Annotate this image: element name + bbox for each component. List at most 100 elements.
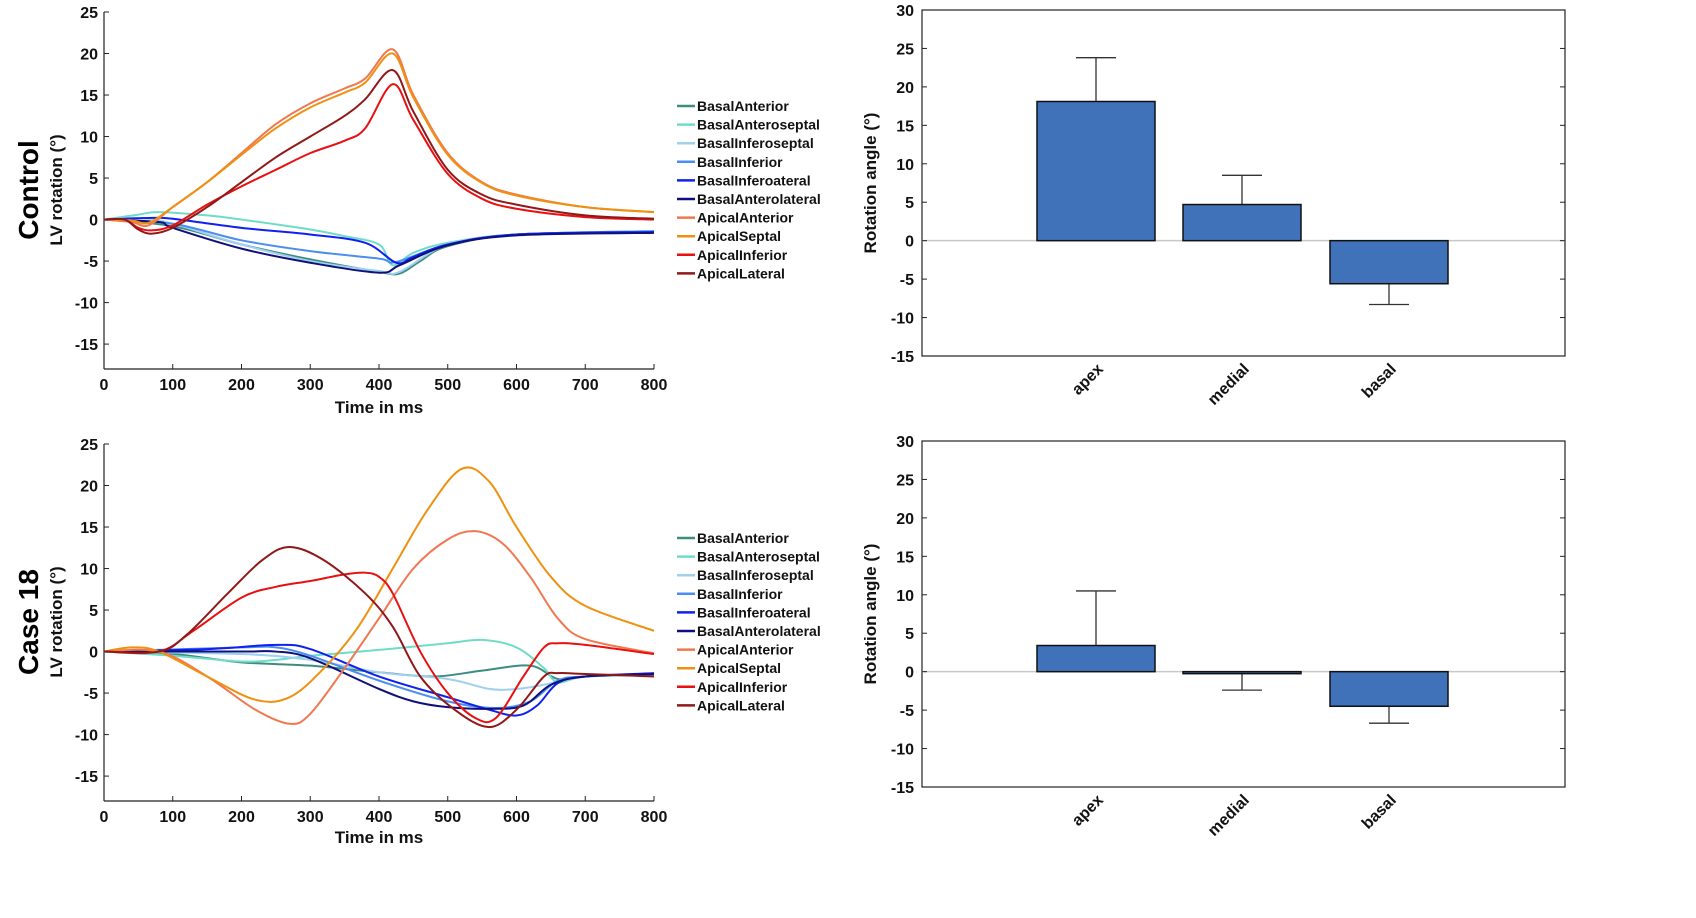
bar-chart: -15 -10 -5 0 5 10 15 20 25 30 Rotation angle (°) ap… xyxy=(861,434,1566,840)
y-tick-label: -10 xyxy=(891,742,914,759)
y-tick-label: -15 xyxy=(75,769,98,786)
y-tick-label: -10 xyxy=(891,311,914,328)
series-line-basalinferior xyxy=(103,645,655,710)
legend-label: BasalInferoseptal xyxy=(697,567,814,583)
y-tick-label: 30 xyxy=(896,434,914,451)
y-tick-label: 30 xyxy=(896,3,914,20)
line-chart-case-18: -15 -10 -5 0 5 10 15 20 25 0 100 200 300 400 500 600 700… xyxy=(13,437,821,847)
legend-label: ApicalAnterior xyxy=(697,642,794,658)
y-axis-label: LV rotation (°) xyxy=(47,134,66,245)
x-tick-label: 800 xyxy=(641,377,668,394)
plot-frame xyxy=(921,9,1566,357)
y-tick-label: -5 xyxy=(84,686,98,703)
legend-label: BasalAnterior xyxy=(697,530,789,546)
legend-label: ApicalLateral xyxy=(697,697,785,713)
series-line-apicalseptal xyxy=(103,52,655,225)
y-tick-label: 5 xyxy=(89,603,98,620)
y-tick-label: 20 xyxy=(896,511,914,528)
y-axis-label: Rotation angle (°) xyxy=(861,113,880,254)
y-tick-label: -15 xyxy=(891,780,914,797)
y-tick-label: 25 xyxy=(80,5,98,22)
x-tick-label: 600 xyxy=(503,377,530,394)
x-tick-label: 500 xyxy=(434,809,461,826)
series-line-apicallateral xyxy=(103,545,655,729)
legend-label: BasalInferoateral xyxy=(697,172,811,188)
x-tick-label: 400 xyxy=(366,809,393,826)
y-tick-label: -5 xyxy=(900,703,914,720)
series-line-apicalanterior xyxy=(103,48,655,228)
bar-medial xyxy=(1182,670,1302,675)
y-tick-label: 0 xyxy=(905,234,914,251)
x-tick-label: 0 xyxy=(100,377,109,394)
legend-label: BasalInferoseptal xyxy=(697,135,814,151)
x-tick-label: 700 xyxy=(572,809,599,826)
y-tick-label: 25 xyxy=(896,41,914,58)
y-tick-label: 10 xyxy=(896,588,914,605)
x-tick-label: 0 xyxy=(100,809,109,826)
legend-label: BasalAnterolateral xyxy=(697,623,821,639)
legend-label: ApicalSeptal xyxy=(697,660,781,676)
y-tick-label: 15 xyxy=(896,549,914,566)
bar-basal xyxy=(1329,670,1449,708)
x-tick-label: 800 xyxy=(641,809,668,826)
panel-label: Case 18 xyxy=(13,569,44,675)
y-tick-label: -10 xyxy=(75,728,98,745)
bar-chart: -15 -10 -5 0 5 10 15 20 25 30 Rotation angle (°) ap… xyxy=(861,3,1566,409)
y-tick-label: 20 xyxy=(896,80,914,97)
panel-label: Control xyxy=(13,140,44,240)
x-tick-label: medial xyxy=(1205,361,1253,409)
bar-basal xyxy=(1329,239,1449,285)
legend-label: ApicalInferior xyxy=(697,247,788,263)
y-tick-label: 5 xyxy=(905,626,914,643)
y-tick-label: -5 xyxy=(900,272,914,289)
x-tick-label: apex xyxy=(1069,792,1107,830)
legend-label: BasalAnterior xyxy=(697,98,789,114)
x-tick-label: basal xyxy=(1359,792,1400,833)
x-axis-label: Time in ms xyxy=(335,398,424,417)
x-tick-label: medial xyxy=(1205,792,1253,840)
line-chart-control: -15 -10 -5 0 5 10 15 20 25 0 100 200 300 400 500 600 700… xyxy=(13,5,821,417)
y-tick-label: 20 xyxy=(80,47,98,64)
x-tick-label: 700 xyxy=(572,377,599,394)
legend-label: BasalAnterolateral xyxy=(697,191,821,207)
legend-label: ApicalLateral xyxy=(697,265,785,281)
y-tick-label: 5 xyxy=(89,171,98,188)
y-tick-label: -5 xyxy=(84,254,98,271)
y-tick-label: 25 xyxy=(80,437,98,454)
x-tick-label: apex xyxy=(1069,361,1107,399)
x-tick-label: 300 xyxy=(297,809,324,826)
x-tick-label: 600 xyxy=(503,809,530,826)
y-tick-label: 0 xyxy=(89,213,98,230)
y-tick-label: 15 xyxy=(80,520,98,537)
series-line-basalanterolateral xyxy=(104,650,655,710)
x-tick-label: 400 xyxy=(366,377,393,394)
legend-label: BasalInferior xyxy=(697,154,783,170)
y-axis-label: LV rotation (°) xyxy=(47,566,66,677)
plot-frame xyxy=(921,440,1566,788)
series-line-basalanterolateral xyxy=(103,218,655,274)
legend-label: ApicalSeptal xyxy=(697,228,781,244)
legend-label: ApicalAnterior xyxy=(697,210,794,226)
y-tick-label: -10 xyxy=(75,296,98,313)
y-tick-label: -15 xyxy=(891,349,914,366)
x-tick-label: basal xyxy=(1359,361,1400,402)
x-tick-label: 100 xyxy=(159,809,186,826)
legend-label: ApicalInferior xyxy=(697,679,788,695)
y-tick-label: 15 xyxy=(896,118,914,135)
x-tick-label: 500 xyxy=(434,377,461,394)
y-tick-label: -15 xyxy=(75,337,98,354)
series-line-basalinferoateral xyxy=(103,216,655,265)
series-line-apicalinferior xyxy=(103,83,655,232)
series-line-apicallateral xyxy=(103,69,655,235)
x-tick-label: 100 xyxy=(159,377,186,394)
legend-label: BasalAnteroseptal xyxy=(697,117,820,133)
y-tick-label: 10 xyxy=(896,157,914,174)
x-axis-label: Time in ms xyxy=(335,828,424,847)
y-tick-label: 10 xyxy=(80,562,98,579)
bar-apex xyxy=(1036,644,1156,673)
legend-label: BasalAnteroseptal xyxy=(697,549,820,565)
series-line-apicalseptal xyxy=(103,466,655,703)
y-tick-label: 25 xyxy=(896,472,914,489)
legend-label: BasalInferoateral xyxy=(697,604,811,620)
